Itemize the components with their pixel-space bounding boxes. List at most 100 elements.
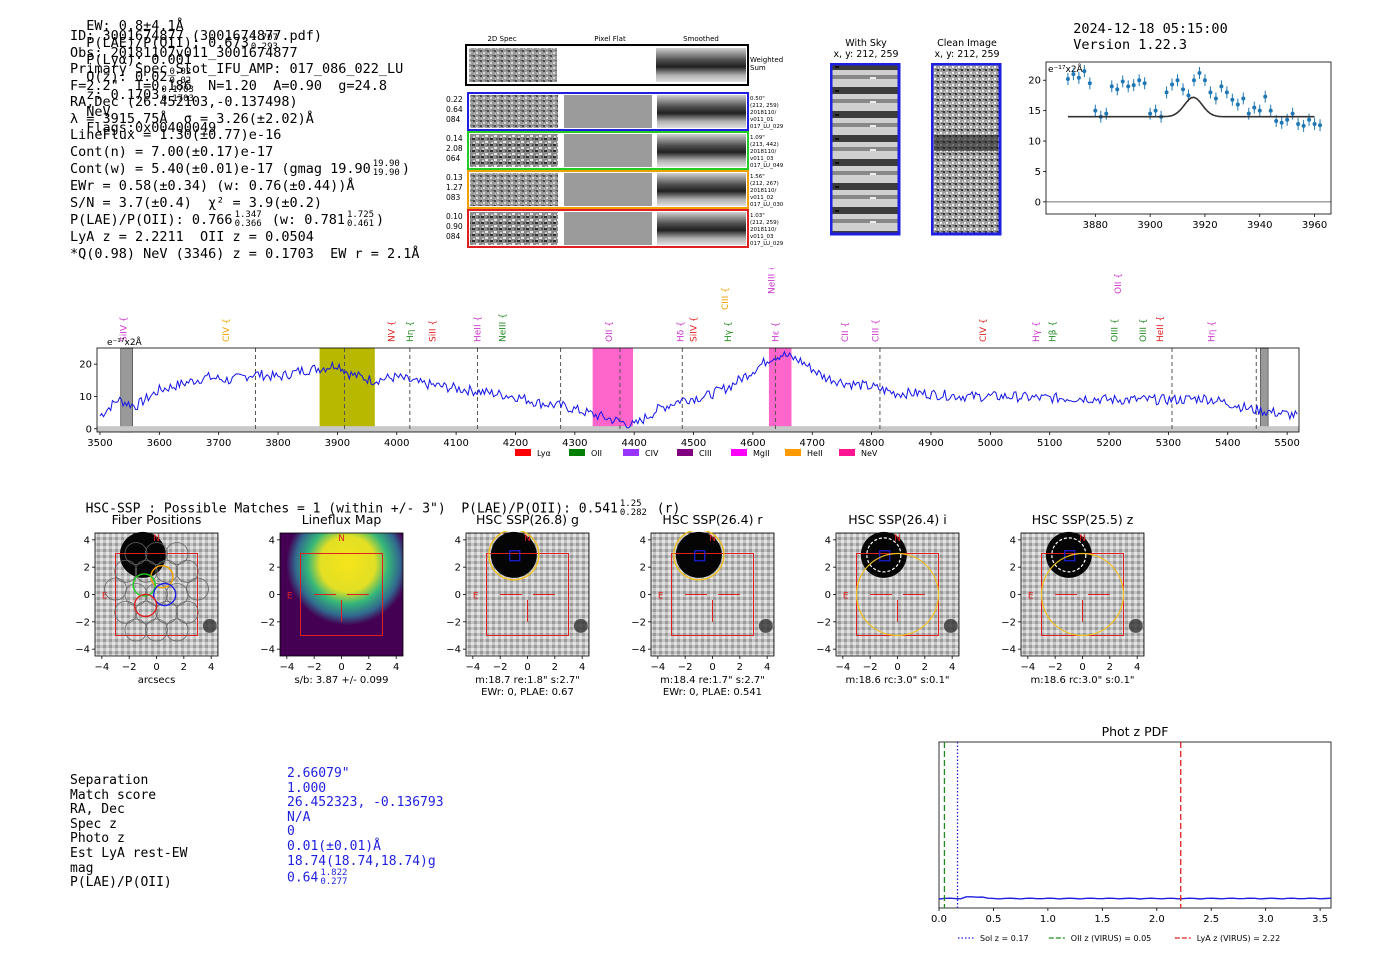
panel-ytick-label: −2 bbox=[631, 617, 646, 628]
header-right: 2024-12-18 05:15:00 Version 1.22.3 bbox=[1057, 5, 1236, 53]
zoom-point bbox=[1082, 69, 1087, 74]
image-panel-title: Fiber Positions bbox=[111, 512, 202, 527]
zoom-ytick-label: 0 bbox=[1035, 197, 1041, 208]
spectrum-xtick-label: 3700 bbox=[206, 438, 231, 449]
match-value: 0 bbox=[287, 824, 295, 840]
line-fit-chart: e⁻¹⁷x2Å 3880 3900 3920 3940 3960 0 5 10 15 20 bbox=[1028, 61, 1332, 231]
spectrum-line-label: CIII { bbox=[721, 287, 731, 310]
photz-xtick-label: 2.5 bbox=[1203, 914, 1219, 925]
fiber-circle bbox=[114, 559, 138, 583]
bright-source bbox=[490, 531, 537, 578]
cutout-right-note: 017_LU_029 bbox=[750, 124, 784, 130]
cutout-2dspec bbox=[470, 134, 558, 167]
panel-xtick-label: −2 bbox=[122, 662, 137, 673]
spectrum-line-label: Hβ { bbox=[1049, 321, 1059, 342]
panel-xtick-label: 2 bbox=[922, 662, 928, 673]
north-marker: N bbox=[524, 534, 531, 544]
panel-xtick-label: 4 bbox=[208, 662, 214, 673]
cutout-left-value: 0.90 bbox=[446, 222, 463, 231]
zoom-point bbox=[1274, 118, 1279, 123]
region-box bbox=[115, 553, 198, 636]
cutout-grid: 2D Spec Pixel Flat Smoothed Weighted Sum… bbox=[446, 35, 784, 248]
cutout-2dspec bbox=[470, 212, 558, 245]
info-sn: S/N = 3.7(±0.4) χ² = 3.9(±0.2) bbox=[70, 194, 322, 211]
spectrum-noise-floor bbox=[97, 426, 1299, 432]
selected-fiber-circle bbox=[152, 582, 177, 607]
zoom-point bbox=[1285, 117, 1290, 122]
spectrum-line-label: CIII { bbox=[872, 319, 882, 342]
match-label: Photo z bbox=[70, 831, 125, 847]
spectrum-line-label: CIV { bbox=[222, 318, 232, 342]
cutout-right-note: v011_01 bbox=[750, 117, 774, 123]
panel-xtick-label: 0 bbox=[338, 662, 344, 673]
header-z-range: 0.1703 0.1703 bbox=[161, 85, 194, 104]
cutout-right-note: 017_LU_030 bbox=[750, 202, 784, 208]
spectrum-line-label: Hγ { bbox=[724, 321, 734, 342]
zoom-point bbox=[1191, 78, 1196, 83]
zoom-point bbox=[1115, 87, 1120, 92]
panel-xtick-label: −2 bbox=[863, 662, 878, 673]
zoom-xtick-label: 3900 bbox=[1137, 220, 1162, 231]
spectrum-line-label: Hε { bbox=[771, 322, 781, 342]
panel-caption: m:18.6 rc:3.0" s:0.1" bbox=[845, 675, 949, 686]
with-sky-title: With Sky x, y: 212, 259 bbox=[833, 38, 899, 60]
spectrum-line-label: CII { bbox=[841, 322, 851, 342]
image-panel: HSC SSP(26.4) r bbox=[611, 512, 794, 527]
spectrum-legend-swatch bbox=[785, 449, 801, 456]
panel-xtick-label: 4 bbox=[764, 662, 770, 673]
spectrum-line-label: CIV { bbox=[979, 318, 989, 342]
panel-ytick-label: 4 bbox=[269, 535, 275, 546]
spectrum-line-label: OII { bbox=[1114, 273, 1124, 294]
spectrum-legend-label: Lyα bbox=[537, 449, 551, 458]
info-lambda: λ = 3915.75Å σ = 3.26(±2.02)Å bbox=[70, 110, 314, 127]
photz-xtick-label: 1.5 bbox=[1094, 914, 1110, 925]
info-contn: Cont(n) = 7.00(±0.17)e-17 bbox=[70, 143, 274, 160]
spectrum-frame bbox=[96, 347, 1300, 433]
zoom-point bbox=[1312, 122, 1317, 127]
fiber-circle bbox=[124, 542, 148, 565]
zoom-point bbox=[1246, 111, 1251, 116]
image-panel-plot: N E −4 −2 0 2 4 4 2 0 −2 −4 arcsecs bbox=[75, 531, 219, 686]
zoom-xtick-label: 3960 bbox=[1302, 220, 1327, 231]
spectrum-legend-swatch bbox=[839, 449, 855, 456]
panel-caption: s/b: 3.87 +/- 0.099 bbox=[294, 675, 388, 686]
panel-xtick-label: −2 bbox=[1048, 662, 1063, 673]
zoom-point bbox=[1120, 79, 1125, 84]
zoom-point bbox=[1252, 105, 1257, 110]
spectrum-xtick-label: 4000 bbox=[384, 438, 409, 449]
weighted-smoothed bbox=[656, 48, 746, 82]
weighted-label-1: Weighted bbox=[750, 56, 783, 64]
east-marker: E bbox=[1028, 592, 1034, 602]
panel-ytick-label: 0 bbox=[84, 590, 90, 601]
panel-ytick-label: 0 bbox=[825, 590, 831, 601]
panel-xtick-label: 2 bbox=[552, 662, 558, 673]
cutout-left-value: 0.14 bbox=[446, 134, 463, 143]
photz-xtick-label: 2.0 bbox=[1149, 914, 1165, 925]
image-panel-plot: N E −4 −2 0 2 4 4 2 0 −2 −4 m:18.4 re:1.7" s:2.7"EWr… bbox=[631, 531, 775, 698]
spectrum-legend-label: MgII bbox=[753, 449, 770, 458]
panel-xtick-label: 2 bbox=[181, 662, 187, 673]
cutout-right-note: (212, 259) bbox=[750, 103, 779, 109]
spectrum-line-label: OIII { bbox=[1139, 318, 1149, 342]
spectrum-legend-swatch bbox=[569, 449, 585, 456]
north-marker: N bbox=[338, 534, 345, 544]
cutout-left-value: 0.10 bbox=[446, 212, 463, 221]
faint-source bbox=[758, 618, 773, 633]
cutout-left-value: 083 bbox=[446, 193, 461, 202]
zoom-point bbox=[1131, 83, 1136, 88]
panel-xtick-label: 0 bbox=[1079, 662, 1085, 673]
zoom-point bbox=[1104, 111, 1109, 116]
panel-ytick-label: 4 bbox=[825, 535, 831, 546]
zoom-xtick-label: 3940 bbox=[1247, 220, 1272, 231]
cutout-pixelflat bbox=[564, 134, 652, 167]
panel-xtick-label: 2 bbox=[366, 662, 372, 673]
panel-ytick-label: −2 bbox=[446, 617, 461, 628]
zoom-point bbox=[1181, 87, 1186, 92]
target-box bbox=[1064, 550, 1076, 562]
cutout-right-note: v011_03 bbox=[750, 156, 774, 162]
info-id: ID: 3001674877 (3001674877.pdf) bbox=[70, 28, 322, 44]
panel-caption: m:18.6 rc:3.0" s:0.1" bbox=[1030, 675, 1134, 686]
cutout-right-note: 1.09" bbox=[750, 135, 765, 141]
fiber-circle bbox=[165, 542, 189, 565]
header-plae: P(LAE)/P(OII): 0.673 bbox=[86, 35, 249, 51]
